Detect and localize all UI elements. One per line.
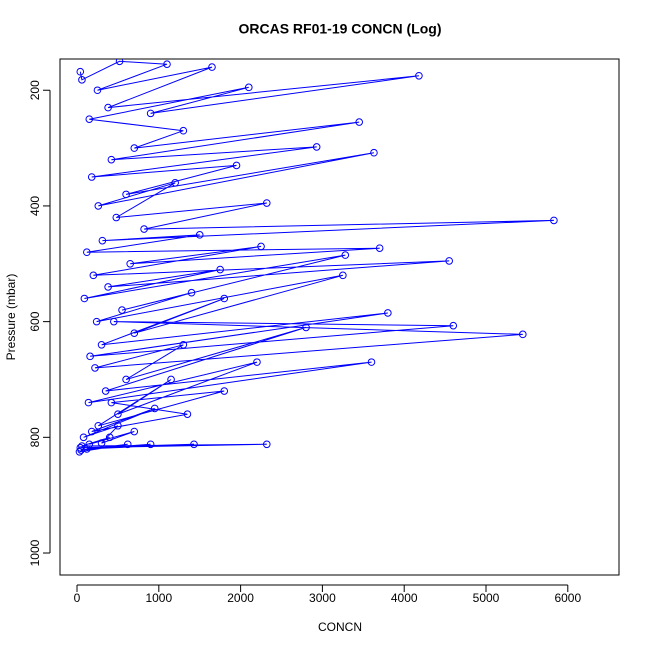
point [92,317,101,326]
x-tick-label: 2000 [227,591,254,605]
point [341,251,350,259]
point [384,309,392,317]
point [550,216,558,225]
point [123,440,132,449]
point [253,358,261,366]
point [89,271,98,280]
point [104,283,112,291]
x-tick-label: 1000 [145,591,172,605]
point [220,294,229,303]
point [146,440,155,449]
point [130,329,139,337]
chart-title: ORCAS RF01-19 CONCN (Log) [238,21,441,37]
point [183,410,192,418]
point [126,259,134,268]
point [122,375,130,384]
point [179,126,188,135]
point [94,202,103,210]
series-line [79,60,554,453]
point [195,231,204,239]
point [187,288,196,297]
point [208,63,216,71]
point [85,115,94,123]
point [257,242,265,251]
point [83,248,91,257]
point [107,398,116,407]
point [91,364,99,372]
point [112,213,121,222]
point [86,352,94,361]
point [232,161,241,170]
point [110,317,118,326]
point [97,340,106,349]
point [80,294,89,303]
point [179,340,188,349]
point [114,421,122,430]
y-tick-label: 1000 [28,539,42,566]
point [130,427,139,436]
point [367,358,376,366]
point [519,330,527,339]
point [302,323,310,332]
point [118,306,126,314]
point [78,76,86,84]
point [101,387,110,395]
y-tick-label: 400 [28,196,42,216]
x-tick-label: 3000 [309,591,336,605]
point [76,67,85,76]
point [84,398,93,407]
point [146,109,155,118]
point [105,433,114,442]
y-axis-label: Pressure (mbar) [4,274,18,361]
point [130,144,139,152]
point [122,190,130,199]
point [262,440,271,449]
plot-frame [59,58,620,576]
x-axis-label: CONCN [318,620,362,634]
x-tick-label: 4000 [391,591,418,605]
point [171,178,179,187]
point [107,155,116,164]
point [75,447,84,456]
point [140,225,148,233]
point [415,71,423,80]
point [115,59,124,66]
y-tick-label: 600 [28,311,42,331]
y-tick-label: 200 [28,80,42,100]
point [87,427,96,436]
x-tick-label: 6000 [554,591,581,605]
point [216,265,224,274]
point [445,257,453,265]
point [244,83,253,92]
point [104,103,112,112]
point [93,86,102,95]
point [77,446,85,454]
x-tick-label: 5000 [473,591,500,605]
point [370,148,378,157]
point [83,445,91,453]
point [167,375,175,384]
point [114,410,122,418]
point [375,244,384,252]
point [312,143,321,151]
point [94,421,103,430]
point [339,271,347,280]
point [79,433,88,442]
point [190,440,198,449]
point [355,118,364,126]
point [220,387,229,395]
point [87,173,96,181]
point [150,404,159,413]
point [98,236,107,245]
y-tick-label: 800 [28,427,42,447]
point [262,199,271,207]
x-tick-label: 0 [74,591,81,605]
point [97,439,106,447]
point [163,60,171,69]
point [85,440,94,449]
point [449,321,458,330]
